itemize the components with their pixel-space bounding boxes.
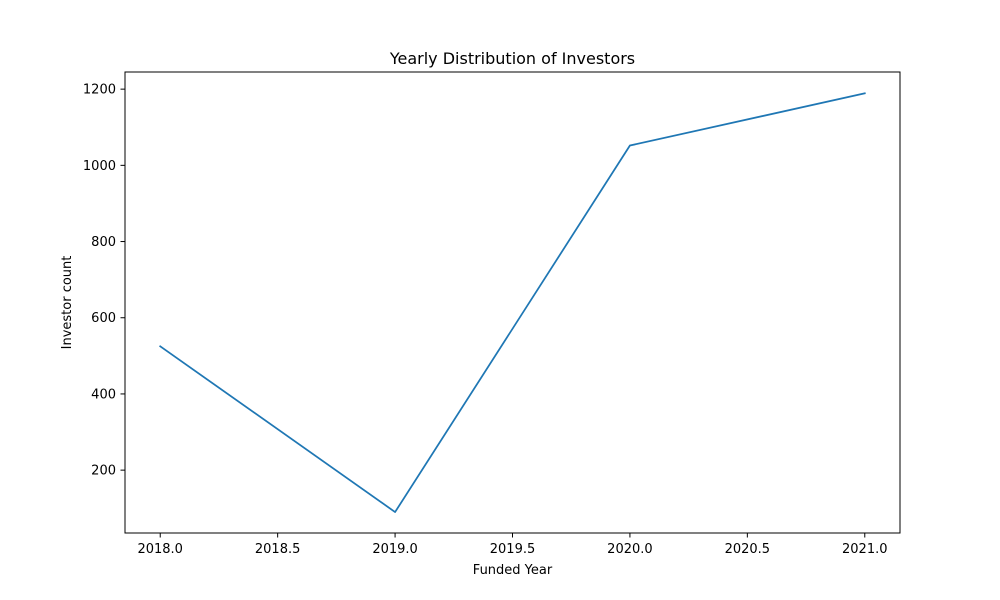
- x-tick-label: 2018.0: [137, 542, 183, 557]
- y-axis-title: Investor count: [60, 256, 75, 350]
- x-tick-label: 2018.5: [255, 542, 301, 557]
- y-tick-label: 400: [91, 387, 116, 402]
- y-axis-ticks: 200 400 600 800 1000 1200: [83, 83, 125, 479]
- plot-frame: [124, 71, 901, 534]
- series-layer: [159, 92, 866, 513]
- y-tick-label: 200: [91, 464, 116, 479]
- x-tick-label: 2019.5: [490, 542, 536, 557]
- series-line: [159, 92, 866, 513]
- chart-title: Yearly Distribution of Investors: [389, 49, 635, 68]
- y-tick-label: 600: [91, 311, 116, 326]
- x-axis-ticks: 2018.0 2018.5 2019.0 2019.5 2020.0 2020.5 2021…: [137, 533, 888, 557]
- x-tick-label: 2019.0: [372, 542, 418, 557]
- y-tick-label: 1200: [83, 83, 116, 98]
- x-tick-label: 2021.0: [842, 542, 888, 557]
- x-tick-label: 2020.5: [725, 542, 771, 557]
- x-tick-label: 2020.0: [607, 542, 653, 557]
- x-axis-title: Funded Year: [473, 563, 553, 578]
- plot-area: [125, 72, 900, 533]
- y-tick-label: 1000: [83, 159, 116, 174]
- y-tick-label: 800: [91, 235, 116, 250]
